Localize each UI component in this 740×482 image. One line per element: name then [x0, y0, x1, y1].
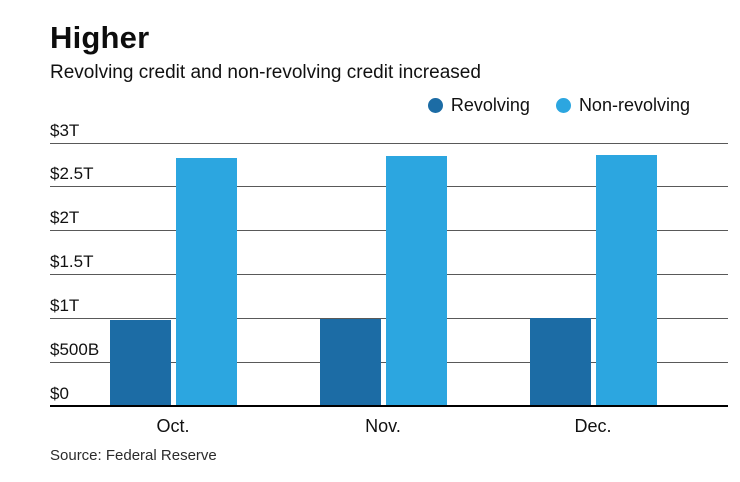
legend-label-non-revolving: Non-revolving — [578, 95, 690, 116]
bar-revolving-oct — [109, 319, 171, 407]
bar-non-revolving-dec — [595, 154, 657, 407]
chart-subtitle: Revolving credit and non-revolving credi… — [50, 61, 481, 83]
gridline-3t — [50, 142, 728, 144]
y-tick-label-2-5t: $2.5T — [50, 164, 94, 184]
source-note: Source: Federal Reserve — [50, 446, 217, 464]
y-tick-label-3t: $3T — [50, 120, 80, 140]
y-tick-label-1-5t: $1.5T — [50, 252, 94, 272]
legend-item-revolving: Revolving — [427, 95, 530, 116]
y-tick-label-1t: $1T — [50, 295, 80, 315]
x-category-label-nov: Nov. — [365, 415, 401, 436]
bar-non-revolving-nov — [385, 155, 447, 407]
x-category-label-oct: Oct. — [156, 415, 190, 436]
chart-legend: Revolving Non-revolving — [50, 94, 728, 118]
plot-area: Oct. Nov. Dec. $3T $2.5T $2T $1.5T $1T $500B $0 — [50, 122, 728, 436]
bar-group-nov: Nov. — [319, 144, 447, 436]
y-tick-label-2t: $2T — [50, 208, 80, 228]
chart-title: Higher — [50, 20, 150, 55]
y-tick-label-500b: $500B — [50, 339, 100, 359]
legend-item-non-revolving: Non-revolving — [555, 95, 690, 116]
legend-label-revolving: Revolving — [450, 95, 530, 116]
bar-group-dec: Dec. — [529, 144, 657, 436]
bar-revolving-nov — [319, 318, 381, 407]
bar-revolving-dec — [529, 318, 591, 407]
y-tick-label-0: $0 — [50, 383, 69, 403]
legend-dot-non-revolving — [555, 98, 571, 114]
bar-non-revolving-oct — [175, 157, 237, 407]
x-category-label-dec: Dec. — [574, 415, 612, 436]
bar-group-oct: Oct. — [109, 144, 237, 436]
legend-dot-revolving — [427, 98, 443, 114]
bars-layer: Oct. Nov. Dec. — [50, 144, 728, 436]
x-axis-line — [50, 404, 728, 407]
